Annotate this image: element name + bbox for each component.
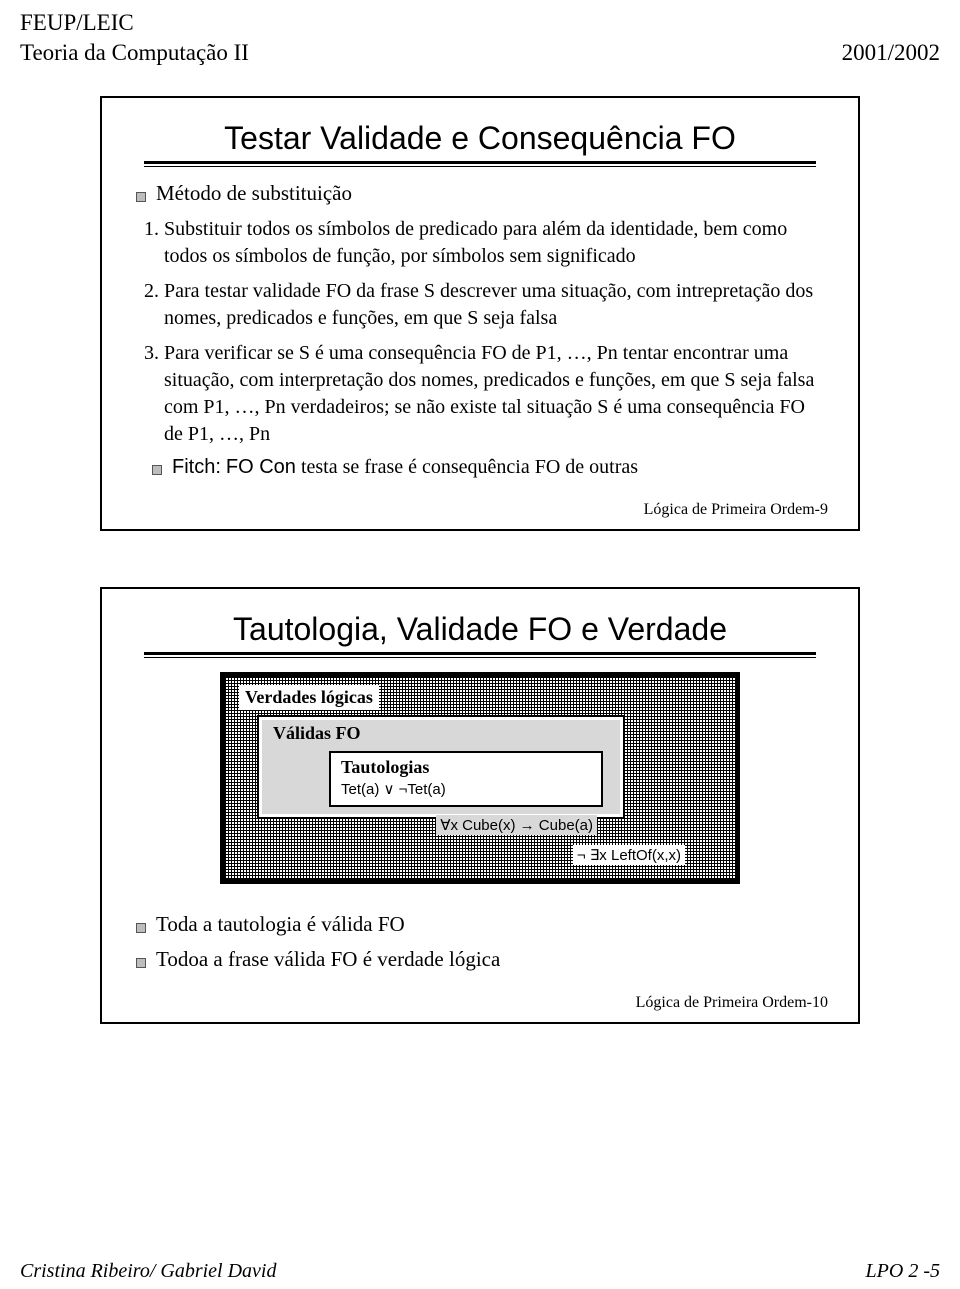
slide-1: Testar Validade e Consequência FO Método… (100, 96, 860, 531)
inner-formula: Tet(a) ∨ ¬Tet(a) (341, 780, 591, 798)
mid-box-label: Válidas FO (269, 723, 365, 744)
inner-box-label: Tautologias (341, 757, 591, 778)
page-footer: Cristina Ribeiro/ Gabriel David LPO 2 -5 (20, 1260, 940, 1283)
slide1-sub-bullet-text: Fitch: FO Con testa se frase é consequên… (172, 456, 638, 479)
slide1-sub-bullet: Fitch: FO Con testa se frase é consequên… (152, 456, 830, 479)
bullet-square-icon (136, 192, 146, 202)
slide1-bullet-text: Método de substituição (156, 181, 352, 206)
slide1-step-1: Substituir todos os símbolos de predicad… (164, 216, 824, 270)
venn-diagram: Verdades lógicas Válidas FO Tautologias … (220, 672, 740, 884)
slide2-bullet-2-text: Todoa a frase válida FO é verdade lógica (156, 947, 500, 972)
fitch-rest: testa se frase é consequência FO de outr… (296, 456, 638, 478)
slide2-title: Tautologia, Validade FO e Verdade (130, 611, 830, 648)
outer-formula: ¬ ∃x LeftOf(x,x) (573, 845, 685, 865)
bullet-square-icon (136, 923, 146, 933)
bullet-square-icon (152, 465, 162, 475)
footer-right: LPO 2 -5 (866, 1260, 940, 1283)
fitch-code: FO Con (226, 456, 296, 478)
outer-box: Verdades lógicas Válidas FO Tautologias … (220, 672, 740, 884)
outer-box-label: Verdades lógicas (239, 685, 379, 710)
slide1-footer: Lógica de Primeira Ordem-9 (130, 501, 830, 519)
slide-2: Tautologia, Validade FO e Verdade Verdad… (100, 587, 860, 1024)
slide1-title: Testar Validade e Consequência FO (130, 120, 830, 157)
header-left-2: Teoria da Computação II (20, 38, 249, 68)
slide1-step-3: Para verificar se S é uma consequência F… (164, 340, 824, 448)
header-left-1: FEUP/LEIC (20, 8, 134, 38)
slide1-step-2: Para testar validade FO da frase S descr… (164, 278, 824, 332)
fitch-prefix: Fitch: (172, 456, 221, 478)
mid-formula: ∀x Cube(x) → Cube(a) (436, 815, 597, 835)
slide2-bullet-2: Todoa a frase válida FO é verdade lógica (136, 947, 830, 972)
slide2-footer: Lógica de Primeira Ordem-10 (130, 994, 830, 1012)
header-right: 2001/2002 (842, 38, 940, 68)
inner-box: Tautologias Tet(a) ∨ ¬Tet(a) (329, 751, 603, 807)
slide2-bullets: Toda a tautologia é válida FO Todoa a fr… (130, 912, 830, 972)
title-underline (144, 161, 816, 167)
title-underline (144, 652, 816, 658)
bullet-square-icon (136, 958, 146, 968)
footer-left: Cristina Ribeiro/ Gabriel David (20, 1260, 276, 1283)
mid-box: Válidas FO Tautologias Tet(a) ∨ ¬Tet(a) (257, 715, 625, 819)
slide2-bullet-1: Toda a tautologia é válida FO (136, 912, 830, 937)
slide1-bullet: Método de substituição (136, 181, 830, 206)
slide1-steps: Substituir todos os símbolos de predicad… (140, 216, 824, 448)
slide2-bullet-1-text: Toda a tautologia é válida FO (156, 912, 405, 937)
page-header: FEUP/LEIC Teoria da Computação II 2001/2… (0, 0, 960, 68)
